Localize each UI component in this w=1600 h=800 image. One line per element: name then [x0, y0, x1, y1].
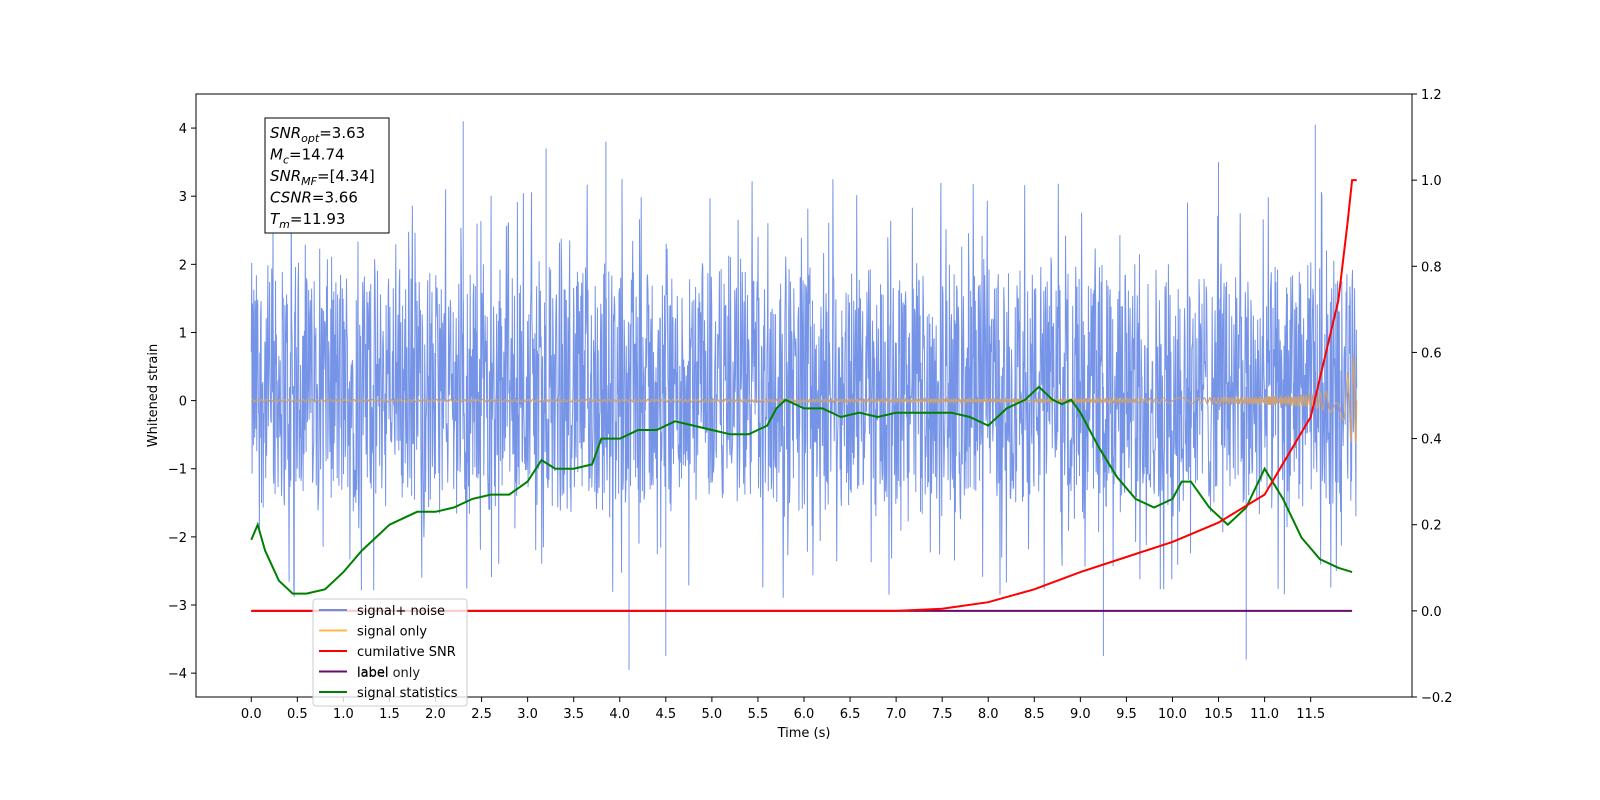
legend-label: signal statistics [357, 686, 458, 701]
annotation-symbol: CSNR [270, 189, 312, 207]
x-tick-label: 1.0 [333, 707, 354, 722]
x-tick-label: 9.0 [1070, 707, 1091, 722]
x-tick-label: 8.5 [1024, 707, 1045, 722]
plot-area [250, 121, 1358, 670]
legend-label: cumilative SNR [357, 645, 456, 660]
annotation-value: =3.66 [312, 189, 358, 207]
y-axis-title: Whitened strain [146, 344, 161, 447]
annotation-subscript: m [279, 218, 290, 231]
x-tick-label: 9.5 [1116, 707, 1137, 722]
y2-tick-label: 0.2 [1421, 519, 1442, 534]
signal-statistics-line [250, 385, 1353, 595]
y2-tick-label: 0.0 [1421, 605, 1442, 620]
annotation-subscript: c [283, 154, 289, 167]
annotation-frame [264, 117, 390, 234]
y2-tick-label: 1.0 [1421, 174, 1442, 189]
x-tick-label: 6.5 [840, 707, 861, 722]
y-tick-label: 2 [179, 258, 187, 273]
annotation-value: =[4.34] [317, 167, 375, 185]
annotation-subscript: opt [301, 132, 320, 145]
y2-tick-label: −0.2 [1421, 691, 1453, 706]
cumulative-snr-line [251, 179, 1357, 612]
x-tick-label: 4.0 [609, 707, 630, 722]
legend-frame [312, 598, 468, 707]
x-tick-label: 7.0 [886, 707, 907, 722]
y2-tick-label: 0.8 [1421, 260, 1442, 275]
y-tick-label: 1 [179, 326, 187, 341]
legend-label: signal+ noise [357, 604, 445, 619]
annotation-symbol: T [270, 210, 281, 228]
annotation-line: Tm=11.93 [270, 210, 345, 231]
annotation-value: =14.74 [289, 146, 345, 164]
x-axis-title: Time (s) [777, 726, 831, 741]
y-tick-label: −1 [168, 463, 187, 478]
tick-marks: 0.0 0.5 1.0 1.5 2.0 2.5 3.0 3.5 4.0 4.5 5.0 5.5 6.0 6… [168, 88, 1453, 722]
x-tick-label: 0.5 [287, 707, 308, 722]
y2-tick-label: 0.6 [1421, 346, 1442, 361]
annotation-subscript: MF [301, 175, 317, 188]
y-tick-label: −3 [168, 599, 187, 614]
x-tick-label: 6.0 [794, 707, 815, 722]
x-tick-label: 11.0 [1250, 707, 1279, 722]
y-tick-label: 0 [179, 395, 187, 410]
annotation-value: =3.63 [319, 124, 365, 142]
annotation-line: SNRopt=3.63 [270, 124, 365, 145]
x-tick-label: 5.5 [748, 707, 769, 722]
legend-label: signal only [357, 625, 427, 640]
y2-tick-label: 1.2 [1421, 88, 1442, 103]
x-tick-label: 1.5 [379, 707, 400, 722]
x-tick-label: 10.5 [1204, 707, 1233, 722]
y-tick-label: 3 [179, 190, 187, 205]
x-tick-label: 3.0 [517, 707, 538, 722]
annotation-symbol: SNR [270, 167, 301, 185]
x-tick-label: 0.0 [241, 707, 262, 722]
annotation-symbol: M [270, 146, 283, 164]
x-tick-label: 2.5 [471, 707, 492, 722]
x-tick-label: 2.0 [425, 707, 446, 722]
annotation-line: CSNR=3.66 [270, 189, 358, 207]
legend-hidden-label: label only [357, 666, 420, 681]
annotation-line: SNRMF=[4.34] [270, 167, 375, 188]
x-tick-label: 4.5 [655, 707, 676, 722]
signal-only-line [250, 354, 1358, 443]
x-tick-label: 5.0 [702, 707, 723, 722]
x-tick-label: 7.5 [932, 707, 953, 722]
annotation-line: Mc=14.74 [270, 146, 345, 167]
legend: label only signal+ noise signal only cumila… [312, 598, 468, 707]
legend-label: label [357, 666, 388, 681]
annotation-box: SNRopt=3.63Mc=14.74SNRMF=[4.34]CSNR=3.66… [264, 117, 390, 234]
y-tick-label: 4 [179, 122, 187, 137]
y2-tick-label: 0.4 [1421, 433, 1442, 448]
signal-plus-noise-line [250, 121, 1358, 670]
y-tick-label: −2 [168, 531, 187, 546]
x-tick-label: 8.0 [978, 707, 999, 722]
annotation-value: =11.93 [290, 210, 346, 228]
annotation-symbol: SNR [270, 124, 301, 142]
y-tick-label: −4 [168, 667, 187, 682]
x-tick-label: 10.0 [1158, 707, 1187, 722]
x-tick-label: 11.5 [1296, 707, 1325, 722]
x-tick-label: 3.5 [563, 707, 584, 722]
